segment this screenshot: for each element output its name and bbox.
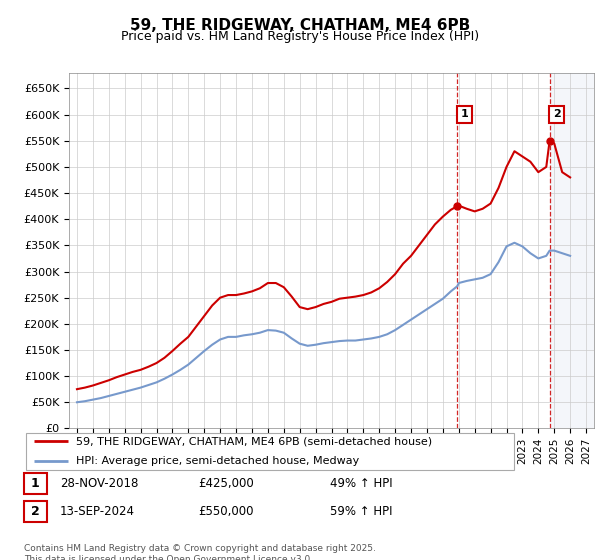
Text: 1: 1	[31, 477, 40, 490]
Text: 13-SEP-2024: 13-SEP-2024	[60, 505, 135, 518]
Text: £550,000: £550,000	[198, 505, 254, 518]
Text: Price paid vs. HM Land Registry's House Price Index (HPI): Price paid vs. HM Land Registry's House …	[121, 30, 479, 43]
Text: £425,000: £425,000	[198, 477, 254, 490]
Text: 2: 2	[31, 505, 40, 518]
Text: 1: 1	[461, 109, 468, 119]
Text: 59, THE RIDGEWAY, CHATHAM, ME4 6PB: 59, THE RIDGEWAY, CHATHAM, ME4 6PB	[130, 18, 470, 33]
Text: 2: 2	[553, 109, 560, 119]
Text: 49% ↑ HPI: 49% ↑ HPI	[330, 477, 392, 490]
Text: 59, THE RIDGEWAY, CHATHAM, ME4 6PB (semi-detached house): 59, THE RIDGEWAY, CHATHAM, ME4 6PB (semi…	[76, 436, 432, 446]
Text: HPI: Average price, semi-detached house, Medway: HPI: Average price, semi-detached house,…	[76, 456, 359, 466]
Text: 28-NOV-2018: 28-NOV-2018	[60, 477, 139, 490]
Text: 59% ↑ HPI: 59% ↑ HPI	[330, 505, 392, 518]
Text: Contains HM Land Registry data © Crown copyright and database right 2025.
This d: Contains HM Land Registry data © Crown c…	[24, 544, 376, 560]
FancyBboxPatch shape	[26, 433, 514, 469]
Bar	[550, 73, 594, 428]
